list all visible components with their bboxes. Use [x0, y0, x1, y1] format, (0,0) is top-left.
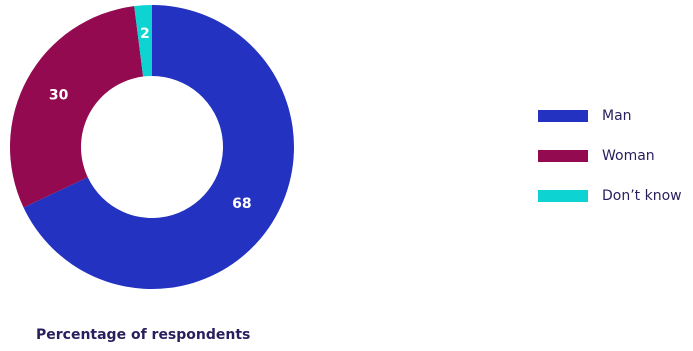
legend-swatch-dont-know — [538, 190, 588, 202]
slice-don-t-know — [134, 5, 152, 77]
legend-label-woman: Woman — [602, 148, 655, 164]
chart-caption: Percentage of respondents — [36, 327, 251, 343]
legend-swatch-woman — [538, 150, 588, 162]
chart-legend: Man Woman Don’t know — [538, 106, 682, 226]
data-label-man: 68 — [232, 196, 251, 212]
slice-woman — [10, 6, 144, 208]
donut-data-labels: 68 30 2 — [49, 26, 252, 212]
legend-item-dont-know: Don’t know — [538, 186, 682, 206]
legend-item-man: Man — [538, 106, 682, 126]
data-label-don-t-know: 2 — [140, 26, 150, 42]
slice-man — [23, 5, 295, 289]
legend-item-woman: Woman — [538, 146, 682, 166]
legend-label-man: Man — [602, 108, 632, 124]
legend-label-dont-know: Don’t know — [602, 188, 682, 204]
legend-swatch-man — [538, 110, 588, 122]
donut-slices — [10, 5, 295, 289]
data-label-woman: 30 — [49, 88, 69, 104]
